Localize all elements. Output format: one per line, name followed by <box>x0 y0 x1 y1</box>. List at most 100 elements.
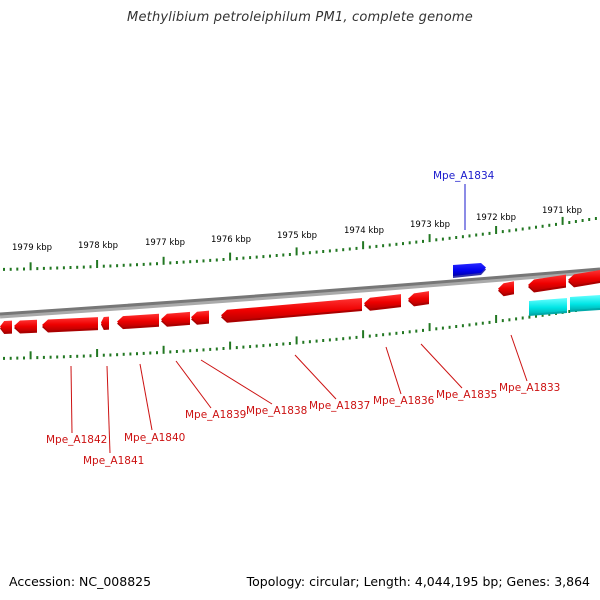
minor-tick <box>116 353 119 357</box>
gene-arrow-reverse[interactable] <box>568 270 600 286</box>
gene-arrow-reverse[interactable] <box>364 294 401 309</box>
gene-arrow-reverse[interactable] <box>0 320 12 332</box>
scale-label: 1974 kbp <box>344 226 384 236</box>
gene-label-reverse[interactable]: Mpe_A1835 <box>436 389 497 401</box>
minor-tick <box>488 231 491 235</box>
minor-tick <box>574 220 577 223</box>
leader-line <box>385 346 402 395</box>
minor-tick <box>508 318 511 322</box>
minor-tick <box>335 337 338 341</box>
major-tick <box>96 349 99 357</box>
minor-tick <box>548 223 551 227</box>
gene-label-forward[interactable]: Mpe_A1834 <box>433 170 495 182</box>
minor-tick <box>136 352 138 356</box>
minor-tick <box>288 253 291 256</box>
minor-tick <box>69 266 72 269</box>
gene-label-reverse[interactable]: Mpe_A1840 <box>124 432 185 444</box>
scale-label: 1978 kbp <box>78 241 118 251</box>
minor-tick <box>102 264 105 268</box>
gene-arrow-reverse[interactable] <box>14 319 37 332</box>
major-tick <box>162 345 165 354</box>
minor-tick <box>215 258 218 262</box>
minor-tick <box>235 346 238 350</box>
gene-label-reverse[interactable]: Mpe_A1837 <box>309 400 370 412</box>
minor-tick <box>521 227 524 231</box>
minor-tick <box>382 244 385 248</box>
scale-label: 1973 kbp <box>410 220 450 230</box>
minor-tick <box>102 353 105 357</box>
accession-text: Accession: NC_008825 <box>9 574 152 589</box>
minor-tick <box>461 324 464 328</box>
gene-arrow-reverse[interactable] <box>408 291 429 305</box>
minor-tick <box>535 314 537 318</box>
genome-backbone <box>0 267 600 316</box>
minor-tick <box>328 338 331 342</box>
rna-feature[interactable] <box>570 295 600 310</box>
minor-tick <box>149 351 152 355</box>
minor-tick <box>249 345 252 349</box>
minor-tick <box>435 327 438 331</box>
gene-arrow-forward[interactable] <box>453 263 486 276</box>
scale-label: 1971 kbp <box>542 206 582 216</box>
major-tick <box>29 262 32 271</box>
gene-label-reverse[interactable]: Mpe_A1833 <box>499 382 560 394</box>
leader-line <box>70 365 73 434</box>
gene-label-reverse[interactable]: Mpe_A1841 <box>83 455 144 467</box>
minor-tick <box>222 347 225 350</box>
major-tick <box>229 252 232 261</box>
major-tick <box>362 241 365 250</box>
gene-arrow-reverse[interactable] <box>161 311 190 325</box>
minor-tick <box>335 248 338 252</box>
minor-tick <box>149 262 152 266</box>
scale-label: 1976 kbp <box>211 235 251 245</box>
minor-tick <box>395 242 398 246</box>
outer-tick-row <box>3 216 597 271</box>
gene-arrow-reverse[interactable] <box>117 313 159 328</box>
gene-label-reverse[interactable]: Mpe_A1836 <box>373 395 435 407</box>
gene-label-reverse[interactable]: Mpe_A1842 <box>46 434 107 446</box>
leader-line <box>510 334 528 382</box>
minor-tick <box>282 342 285 346</box>
scale-label: 1975 kbp <box>277 231 317 241</box>
minor-tick <box>348 247 351 251</box>
minor-tick <box>408 241 411 245</box>
major-tick <box>428 323 431 332</box>
gene-arrow-reverse[interactable] <box>498 281 514 295</box>
minor-tick <box>568 221 571 224</box>
gene-label-reverse[interactable]: Mpe_A1839 <box>185 409 246 421</box>
minor-tick <box>468 323 471 327</box>
leader-line <box>420 343 463 389</box>
gene-arrow-reverse[interactable] <box>191 310 209 323</box>
minor-tick <box>508 229 511 233</box>
minor-tick <box>515 228 518 232</box>
minor-tick <box>189 260 192 264</box>
minor-tick <box>209 347 212 351</box>
minor-tick <box>308 251 311 255</box>
minor-tick <box>402 242 404 246</box>
minor-tick <box>76 265 79 269</box>
minor-tick <box>521 316 524 320</box>
minor-tick <box>408 330 411 334</box>
minor-tick <box>42 355 45 359</box>
minor-tick <box>515 317 518 321</box>
rna-feature[interactable] <box>529 298 567 314</box>
gene-arrow-reverse[interactable] <box>528 274 566 291</box>
minor-tick <box>302 340 305 344</box>
gene-arrow-reverse[interactable] <box>221 298 362 321</box>
minor-tick <box>368 334 371 338</box>
leader-line <box>294 354 337 400</box>
minor-tick <box>382 333 385 337</box>
major-tick <box>495 315 498 323</box>
minor-tick <box>269 343 271 347</box>
minor-tick <box>441 237 444 241</box>
minor-tick <box>435 238 438 242</box>
minor-tick <box>355 246 358 250</box>
gene-arrow-reverse[interactable] <box>101 316 109 328</box>
minor-tick <box>129 263 132 267</box>
gene-label-reverse[interactable]: Mpe_A1838 <box>246 405 307 417</box>
minor-tick <box>156 262 158 266</box>
minor-tick <box>209 258 212 262</box>
gene-arrow-reverse[interactable] <box>42 317 98 331</box>
minor-tick <box>415 240 418 244</box>
minor-tick <box>568 310 571 313</box>
